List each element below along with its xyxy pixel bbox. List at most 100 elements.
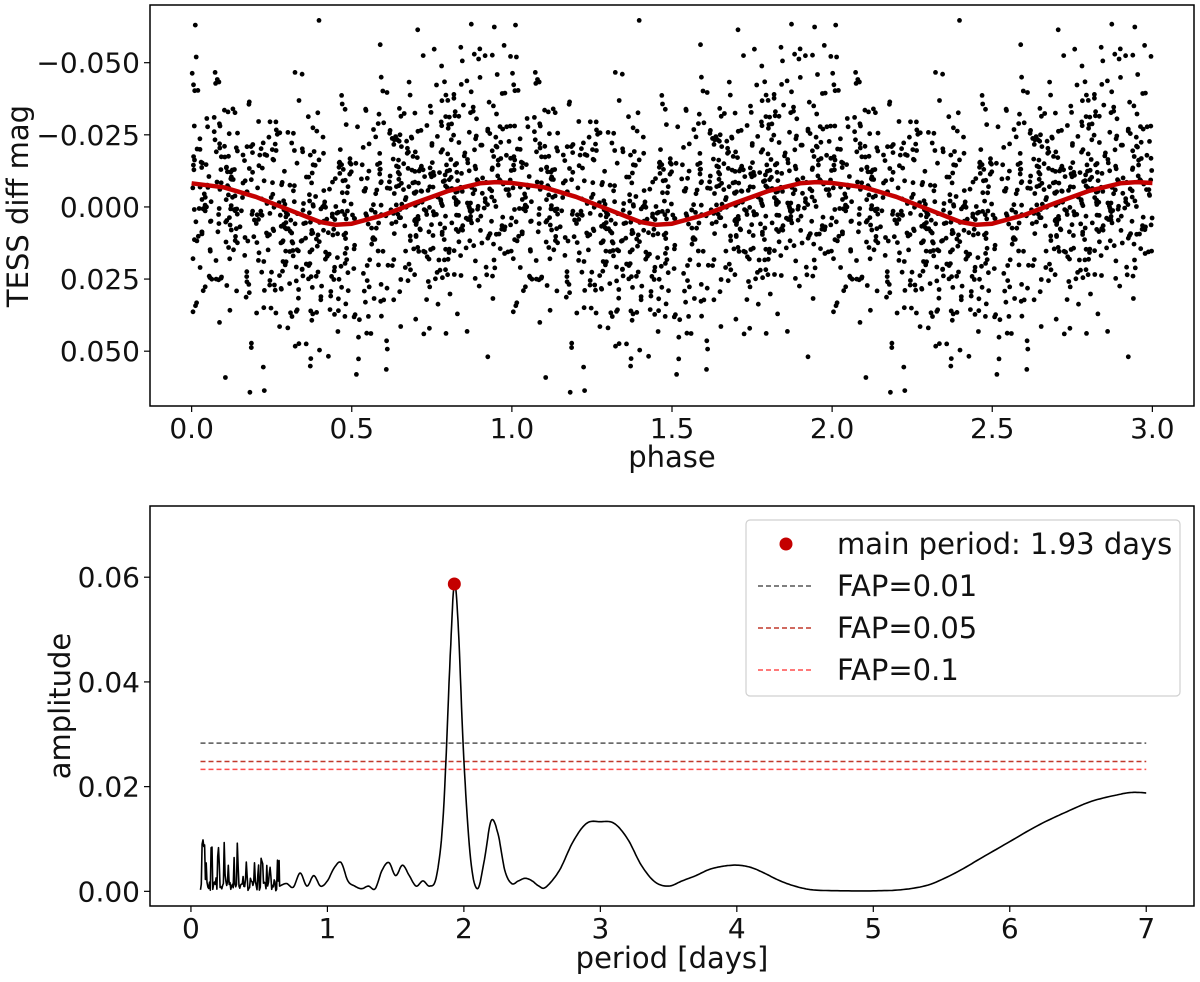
data-point: [763, 246, 769, 252]
data-point: [510, 256, 516, 262]
data-point: [672, 242, 678, 248]
data-point: [669, 201, 674, 207]
data-point: [581, 140, 586, 146]
x-tick-label: 7: [1137, 912, 1155, 945]
data-point: [303, 341, 309, 347]
data-point: [890, 211, 895, 217]
data-point: [479, 142, 485, 148]
data-point: [763, 172, 768, 178]
data-point: [1104, 245, 1109, 251]
data-point: [869, 227, 875, 233]
data-point: [1047, 79, 1052, 85]
data-point: [348, 201, 354, 207]
data-point: [453, 202, 459, 207]
data-point: [811, 154, 817, 159]
data-point: [1138, 124, 1143, 129]
data-point: [798, 213, 804, 219]
data-point: [763, 213, 769, 219]
data-point: [1012, 237, 1018, 242]
data-point: [1030, 263, 1036, 268]
data-point: [1007, 284, 1013, 290]
data-point: [206, 174, 212, 179]
data-point: [707, 179, 712, 185]
data-point: [448, 157, 454, 162]
data-point: [762, 79, 768, 85]
data-point: [291, 130, 296, 136]
data-point: [223, 165, 229, 171]
data-point: [784, 215, 789, 221]
data-point: [693, 191, 699, 197]
data-point: [196, 206, 202, 211]
data-point: [261, 259, 267, 264]
data-point: [812, 198, 817, 204]
data-point: [359, 176, 364, 182]
data-point: [1017, 111, 1022, 117]
data-point: [647, 186, 653, 192]
data-point: [300, 207, 306, 213]
data-point: [652, 264, 658, 270]
data-point: [663, 261, 668, 266]
legend-fap-005-label: FAP=0.05: [837, 611, 977, 645]
data-point: [543, 239, 549, 245]
data-point: [465, 200, 470, 206]
data-point: [1028, 173, 1033, 179]
data-point: [1138, 246, 1144, 252]
data-point: [946, 263, 952, 268]
data-point: [587, 278, 593, 283]
data-point: [269, 147, 275, 153]
data-point: [408, 267, 413, 273]
data-point: [410, 154, 416, 159]
data-point: [217, 121, 222, 127]
data-point: [793, 258, 799, 264]
data-point: [352, 242, 357, 248]
data-point: [482, 53, 488, 59]
data-point: [981, 167, 987, 172]
data-point: [399, 180, 404, 186]
data-point: [927, 281, 933, 286]
data-point: [611, 130, 617, 136]
data-point: [528, 219, 533, 224]
data-point: [967, 186, 973, 192]
data-point: [363, 108, 369, 113]
data-point: [911, 226, 916, 232]
data-point: [658, 263, 664, 269]
data-point: [342, 212, 348, 218]
data-point: [515, 88, 521, 93]
data-point: [697, 171, 703, 177]
data-point: [443, 246, 448, 252]
data-point: [443, 267, 448, 273]
data-point: [609, 239, 615, 245]
data-point: [439, 232, 445, 237]
data-point: [546, 245, 552, 250]
data-point: [273, 127, 279, 133]
data-point: [822, 251, 828, 256]
data-point: [425, 279, 431, 284]
data-point: [223, 239, 229, 245]
data-point: [1129, 218, 1135, 224]
data-point: [494, 144, 500, 150]
data-point: [923, 248, 929, 254]
data-point: [1130, 52, 1136, 58]
data-point: [474, 177, 480, 183]
data-point: [749, 141, 755, 146]
data-point: [1053, 316, 1059, 322]
data-point: [381, 120, 387, 126]
data-point: [609, 314, 615, 319]
data-point: [451, 95, 457, 101]
data-point: [1116, 56, 1122, 62]
data-point: [245, 238, 251, 244]
data-point: [663, 301, 669, 307]
data-point: [575, 185, 581, 191]
data-point: [673, 312, 678, 318]
data-point: [919, 240, 924, 246]
data-point: [421, 331, 427, 337]
data-point: [445, 256, 451, 262]
data-point: [864, 239, 869, 245]
data-point: [339, 190, 345, 196]
data-point: [582, 152, 588, 157]
data-point: [679, 176, 685, 182]
data-point: [562, 235, 568, 240]
data-point: [501, 43, 507, 48]
data-point: [492, 265, 498, 271]
data-point: [901, 364, 907, 370]
